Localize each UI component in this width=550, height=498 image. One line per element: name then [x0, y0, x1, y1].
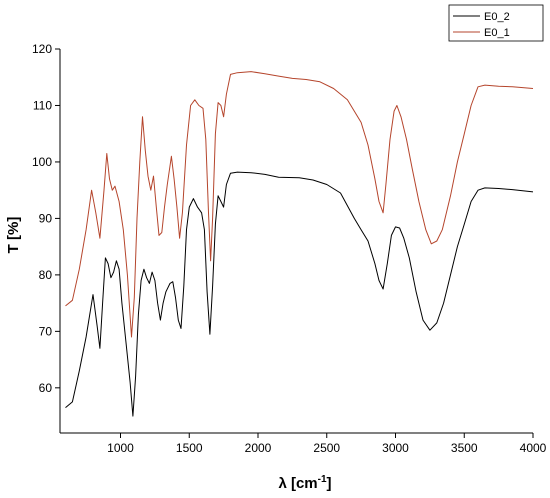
y-tick-label: 70 [39, 324, 53, 338]
legend: E0_2 E0_1 [448, 4, 544, 42]
series-line-e0-2 [65, 171, 534, 417]
x-axis-label: λ [cm-1] [278, 474, 331, 492]
x-tick-label: 1000 [107, 441, 134, 455]
ticks: 1000 1500 2000 2500 3000 3500 4000 60 70 80 90 100 1… [32, 42, 547, 455]
legend-label-e0-2: E0_2 [484, 11, 510, 23]
x-axis-label-end: ] [327, 475, 332, 492]
y-tick-label: 80 [39, 268, 53, 282]
x-tick-label: 3500 [451, 441, 478, 455]
x-tick-label: 4000 [520, 441, 547, 455]
axes [59, 49, 533, 434]
x-tick-label: 1500 [176, 441, 203, 455]
y-tick-label: 60 [39, 381, 53, 395]
y-tick-label: 100 [32, 155, 52, 169]
legend-label-e0-1: E0_1 [484, 27, 510, 39]
x-tick-label: 3000 [382, 441, 409, 455]
series-line-e0-1 [65, 71, 534, 338]
y-tick-label: 120 [32, 42, 52, 56]
y-tick-label: 90 [39, 211, 53, 225]
legend-box [448, 4, 544, 42]
y-axis-label: T [%] [5, 217, 22, 254]
y-tick-label: 110 [33, 98, 52, 112]
x-tick-label: 2000 [245, 441, 272, 455]
x-axis-label-superscript: -1 [318, 474, 327, 485]
x-tick-label: 2500 [313, 441, 340, 455]
series-layer [65, 71, 534, 417]
x-axis-label-main: λ [cm [278, 475, 317, 492]
